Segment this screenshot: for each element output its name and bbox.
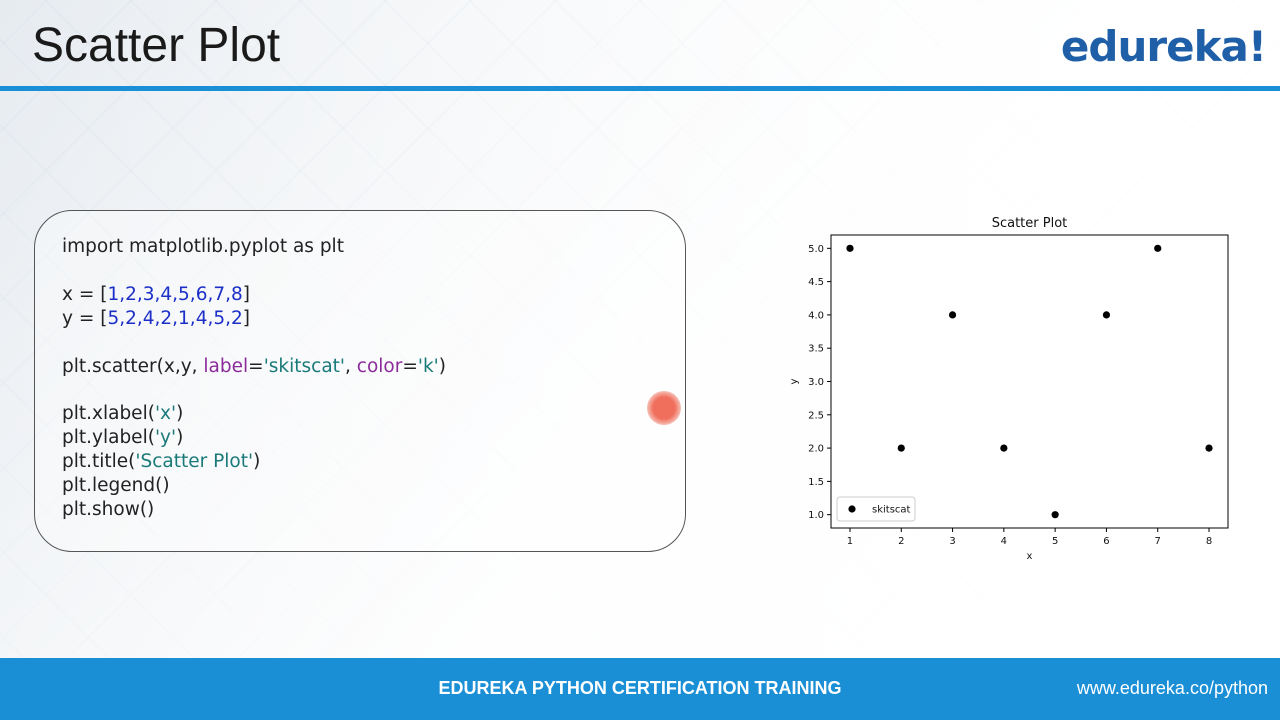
- data-point: [897, 444, 905, 452]
- data-point: [1205, 444, 1213, 452]
- y-tick-label: 2.5: [808, 410, 824, 421]
- code-line-import: import matplotlib.pyplot as plt: [62, 236, 344, 257]
- code-line-xlabel: plt.xlabel('x'): [62, 403, 184, 424]
- data-point: [846, 244, 854, 252]
- y-tick-label: 2.0: [808, 444, 824, 455]
- code-line-show: plt.show(): [62, 499, 155, 520]
- y-tick-label: 5.0: [808, 244, 824, 255]
- edureka-logo: edureka!: [1060, 22, 1267, 71]
- x-tick-label: 8: [1206, 536, 1212, 547]
- x-tick-label: 1: [847, 536, 853, 547]
- code-line-y: y = [5,2,4,2,1,4,5,2]: [62, 308, 250, 329]
- legend-marker: [848, 505, 856, 513]
- header-divider: [0, 86, 1280, 91]
- x-tick-label: 2: [898, 536, 904, 547]
- y-tick-label: 4.0: [808, 310, 824, 321]
- plot-area: [830, 234, 1229, 529]
- x-tick-label: 5: [1052, 536, 1058, 547]
- x-tick-label: 6: [1103, 536, 1109, 547]
- legend-label: skitscat: [872, 505, 911, 516]
- y-tick-label: 1.0: [808, 510, 824, 521]
- footer-bar: EDUREKA PYTHON CERTIFICATION TRAINING ww…: [0, 658, 1280, 720]
- code-panel: [34, 210, 686, 552]
- data-point: [1102, 311, 1111, 319]
- footer-title: EDUREKA PYTHON CERTIFICATION TRAINING: [438, 678, 842, 698]
- code-line-x: x = [1,2,3,4,5,6,7,8]: [62, 284, 250, 305]
- y-tick-label: 3.5: [808, 344, 824, 355]
- data-point: [1154, 244, 1162, 252]
- x-tick-label: 3: [949, 536, 955, 547]
- x-axis-label: x: [1027, 551, 1033, 562]
- data-point: [1051, 511, 1059, 519]
- data-point: [1000, 444, 1008, 452]
- code-line-legend: plt.legend(): [62, 475, 170, 496]
- slide-title: Scatter Plot: [32, 19, 281, 72]
- y-tick-label: 4.5: [808, 277, 824, 288]
- scatter-chart: Scatter Plot 1 2 3 4 5 6 7 8 1.0 1.5 2.0 2.5 3.0 3.5 4.…: [770, 205, 1250, 575]
- legend-box: [836, 496, 916, 522]
- data-point: [948, 311, 957, 319]
- y-tick-label: 3.0: [808, 377, 824, 388]
- y-tick-label: 1.5: [808, 477, 824, 488]
- footer-url[interactable]: www.edureka.co/python: [1076, 678, 1268, 698]
- x-tick-label: 7: [1155, 536, 1161, 547]
- pointer-highlight-icon: [647, 391, 681, 425]
- chart-svg: Scatter Plot 1 2 3 4 5 6 7 8 1.0 1.5 2.0 2.5 3.0 3.5 4.…: [789, 216, 1229, 562]
- code-line-title: plt.title('Scatter Plot'): [62, 451, 261, 472]
- code-line-scatter: plt.scatter(x,y, label='skitscat', color…: [62, 356, 446, 377]
- y-axis-label: y: [789, 378, 800, 384]
- code-line-ylabel: plt.ylabel('y'): [62, 427, 184, 448]
- x-tick-label: 4: [1001, 536, 1007, 547]
- chart-title: Scatter Plot: [992, 216, 1068, 231]
